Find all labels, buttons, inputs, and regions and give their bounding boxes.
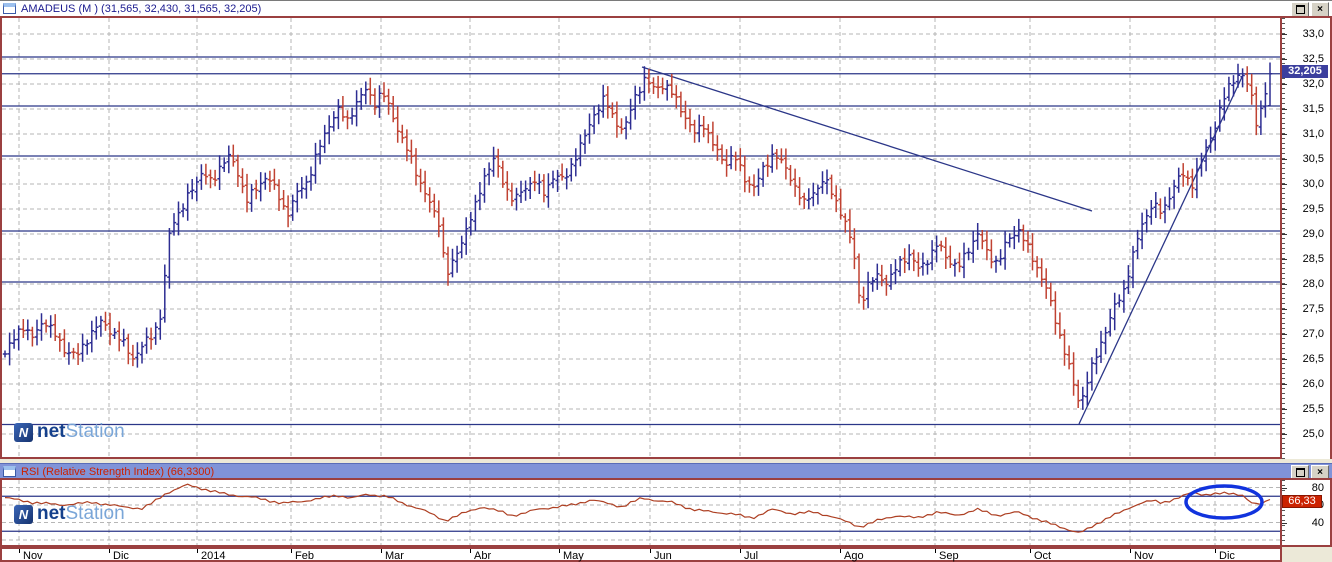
price-axis-minor-ticks xyxy=(1282,18,1285,459)
time-axis-tick xyxy=(197,549,198,553)
price-axis-label: 27,5 xyxy=(1302,303,1324,315)
window-icon[interactable] xyxy=(3,466,16,477)
time-axis-label: Abr xyxy=(474,550,492,562)
price-axis-label: 28,5 xyxy=(1302,253,1324,265)
price-chart-canvas[interactable] xyxy=(2,18,1280,457)
time-axis-label: 2014 xyxy=(201,550,226,562)
highlight-ellipse-annotation[interactable] xyxy=(1184,484,1264,520)
price-axis-label: 26,0 xyxy=(1302,378,1324,390)
price-axis-tick xyxy=(1282,309,1287,310)
rsi-axis-tick xyxy=(1282,522,1287,524)
price-axis-tick xyxy=(1282,334,1287,335)
rsi-chart-area[interactable] xyxy=(0,478,1282,547)
price-axis-label: 32,0 xyxy=(1302,78,1324,90)
last-price-tag: 32,205 xyxy=(1282,65,1328,78)
price-chart-area[interactable] xyxy=(0,16,1282,459)
price-axis-label: 25,0 xyxy=(1302,428,1324,440)
time-axis-tick xyxy=(740,549,741,553)
time-axis-tick xyxy=(840,549,841,553)
time-axis-label: Sep xyxy=(939,550,959,562)
price-axis-label: 30,0 xyxy=(1302,178,1324,190)
time-axis-label: Dic xyxy=(113,550,129,562)
price-axis-label: 33,0 xyxy=(1302,28,1324,40)
time-axis-tick xyxy=(1215,549,1216,553)
ohlc-bars-up xyxy=(2,62,1273,410)
close-button[interactable]: × xyxy=(1311,2,1329,17)
price-axis-label: 28,0 xyxy=(1302,278,1324,290)
time-axis-label: Mar xyxy=(385,550,404,562)
price-axis-label: 27,0 xyxy=(1302,328,1324,340)
time-axis-label: May xyxy=(563,550,584,562)
price-axis-tick xyxy=(1282,84,1287,85)
time-axis-label: Jul xyxy=(744,550,759,562)
restore-button[interactable] xyxy=(1291,465,1309,480)
price-axis-tick xyxy=(1282,259,1287,260)
rsi-axis-minor-ticks xyxy=(1282,480,1285,545)
rsi-axis[interactable]: 806040 xyxy=(1282,478,1332,547)
time-axis-label: Oct xyxy=(1034,550,1052,562)
price-axis-tick xyxy=(1282,384,1287,385)
time-axis-tick xyxy=(381,549,382,553)
price-panel-titlebar[interactable]: AMADEUS (M ) (31,565, 32,430, 31,565, 32… xyxy=(0,1,1332,17)
price-axis-tick xyxy=(1282,109,1287,110)
price-axis-tick xyxy=(1282,359,1287,360)
price-axis-label: 29,5 xyxy=(1302,203,1324,215)
price-axis-label: 32,5 xyxy=(1302,53,1324,65)
price-axis-label: 26,5 xyxy=(1302,353,1324,365)
restore-icon xyxy=(1295,468,1305,477)
rsi-axis-tick xyxy=(1282,487,1287,489)
time-axis-label: Jun xyxy=(654,550,672,562)
time-axis-label: Nov xyxy=(23,550,43,562)
price-axis-tick xyxy=(1282,184,1287,185)
time-axis-tick xyxy=(1030,549,1031,553)
time-axis-tick xyxy=(650,549,651,553)
trendline[interactable] xyxy=(1078,76,1243,425)
rsi-value-tag: 66,33 xyxy=(1282,495,1322,508)
price-panel-title: AMADEUS (M ) (31,565, 32,430, 31,565, 32… xyxy=(21,2,262,15)
time-axis-tick xyxy=(470,549,471,553)
time-axis-tick xyxy=(559,549,560,553)
price-axis-label: 30,5 xyxy=(1302,153,1324,165)
price-axis-tick xyxy=(1282,34,1287,35)
price-axis-tick xyxy=(1282,234,1287,235)
price-axis-tick xyxy=(1282,134,1287,135)
rsi-panel-titlebar[interactable]: RSI (Relative Strength Index) (66,3300) … xyxy=(0,463,1332,480)
time-axis-tick xyxy=(291,549,292,553)
time-axis-tick xyxy=(1130,549,1131,553)
price-axis-tick xyxy=(1282,209,1287,210)
time-axis-label: Dic xyxy=(1219,550,1235,562)
time-axis-label: Nov xyxy=(1134,550,1154,562)
rsi-axis-label: 80 xyxy=(1311,481,1324,494)
time-axis-label: Ago xyxy=(844,550,864,562)
price-axis-tick xyxy=(1282,284,1287,285)
price-axis-tick xyxy=(1282,59,1287,60)
price-axis[interactable]: 33,0 32,5 32,0 31,5 31,0 30,5 30,0 29,5 29,0 28,5… xyxy=(1282,16,1332,459)
ohlc-bars-down xyxy=(21,66,1259,408)
restore-icon xyxy=(1295,5,1305,14)
price-axis-label: 25,5 xyxy=(1302,403,1324,415)
price-axis-tick xyxy=(1282,434,1287,435)
window-icon[interactable] xyxy=(3,3,16,14)
time-axis-tick xyxy=(109,549,110,553)
restore-button[interactable] xyxy=(1291,2,1309,17)
price-axis-label: 31,0 xyxy=(1302,128,1324,140)
rsi-axis-label: 40 xyxy=(1311,516,1324,529)
price-axis-label: 31,5 xyxy=(1302,103,1324,115)
time-axis-label: Feb xyxy=(295,550,314,562)
rsi-line xyxy=(4,483,1271,533)
trendline[interactable] xyxy=(641,66,1093,212)
time-axis-tick xyxy=(935,549,936,553)
price-axis-label: 29,0 xyxy=(1302,228,1324,240)
rsi-chart-canvas[interactable] xyxy=(2,480,1280,545)
price-axis-tick xyxy=(1282,159,1287,160)
price-axis-tick xyxy=(1282,409,1287,410)
rsi-panel-title: RSI (Relative Strength Index) (66,3300) xyxy=(21,465,215,478)
time-axis-tick xyxy=(19,549,20,553)
time-axis[interactable]: Nov Dic 2014 Feb Mar Abr May Jun Jul Ago Sep Oct Nov… xyxy=(0,547,1282,562)
